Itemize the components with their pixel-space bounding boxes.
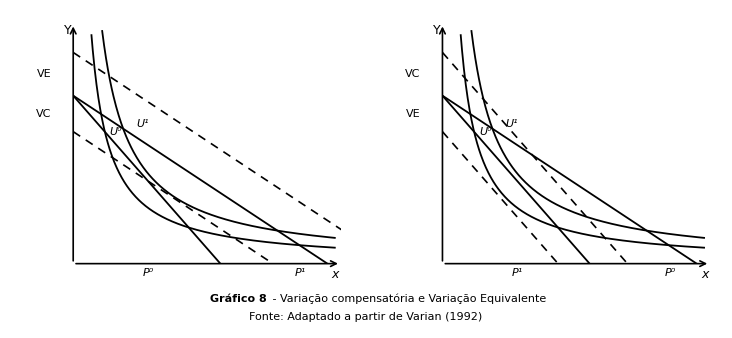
Text: U¹: U¹ xyxy=(136,119,149,129)
Text: Fonte: Adaptado a partir de Varian (1992): Fonte: Adaptado a partir de Varian (1992… xyxy=(250,312,482,322)
Text: x: x xyxy=(332,268,339,281)
Text: VC: VC xyxy=(406,69,421,79)
Text: P⁰: P⁰ xyxy=(664,268,676,277)
Text: U¹: U¹ xyxy=(506,119,518,129)
Text: U⁰: U⁰ xyxy=(110,127,122,137)
Text: P¹: P¹ xyxy=(295,268,306,277)
Text: VE: VE xyxy=(37,69,51,79)
Text: P⁰: P⁰ xyxy=(143,268,154,277)
Text: Y: Y xyxy=(433,24,441,38)
Text: - Variação compensatória e Variação Equivalente: - Variação compensatória e Variação Equi… xyxy=(269,294,547,305)
Text: P¹: P¹ xyxy=(512,268,523,277)
Text: U⁰: U⁰ xyxy=(479,127,492,137)
Text: VE: VE xyxy=(406,108,420,119)
Text: Gráfico 8: Gráfico 8 xyxy=(210,294,267,304)
Text: Y: Y xyxy=(64,24,72,38)
Text: x: x xyxy=(701,268,709,281)
Text: VC: VC xyxy=(36,108,51,119)
